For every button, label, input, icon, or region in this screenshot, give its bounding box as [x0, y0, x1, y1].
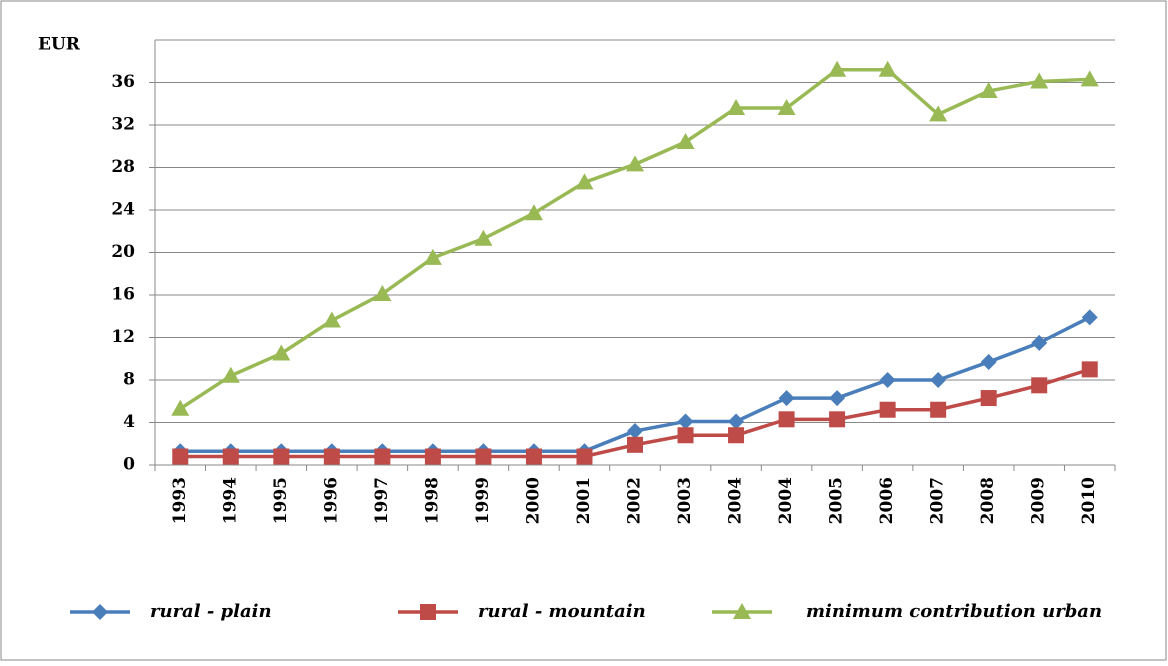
marker: [1081, 361, 1098, 378]
y-tick-label: 12: [111, 327, 135, 347]
marker: [879, 372, 896, 388]
marker: [575, 173, 594, 190]
x-tick-label: 1996: [321, 477, 341, 524]
x-tick-label: 2007: [928, 477, 948, 524]
marker: [829, 390, 846, 407]
x-tick-label: 1993: [170, 477, 190, 524]
marker: [878, 60, 897, 77]
y-tick-label: 0: [123, 455, 135, 475]
x-tick-label: 2010: [1079, 477, 1099, 524]
legend-text: rural - mountain: [478, 601, 646, 622]
marker: [879, 401, 896, 418]
x-tick-label: 2002: [625, 477, 645, 524]
y-tick-label: 4: [123, 412, 135, 432]
marker: [980, 353, 997, 370]
marker: [677, 427, 694, 444]
marker: [475, 448, 492, 465]
marker: [930, 401, 947, 418]
marker: [929, 105, 948, 122]
marker: [525, 448, 542, 465]
y-tick-label: 28: [111, 157, 135, 177]
marker: [1030, 72, 1049, 89]
y-tick-label: 32: [111, 115, 135, 135]
marker: [374, 448, 391, 465]
marker: [727, 99, 746, 115]
marker: [373, 284, 392, 301]
marker: [930, 372, 947, 388]
marker: [424, 448, 441, 465]
x-tick-label: 2001: [574, 477, 594, 524]
marker: [829, 411, 846, 428]
x-tick-label: 1994: [220, 477, 240, 524]
x-tick-label: 2008: [978, 477, 998, 524]
legend-text: minimum contribution urban: [806, 601, 1102, 622]
marker: [222, 448, 239, 465]
legend-item: minimum contribution urban: [712, 601, 1102, 622]
legend-item: rural - mountain: [398, 601, 646, 622]
marker: [778, 411, 795, 428]
legend-text: rural - plain: [150, 601, 272, 622]
marker: [172, 448, 189, 465]
marker: [322, 311, 341, 328]
marker: [1081, 309, 1098, 326]
y-tick-label: 20: [111, 242, 135, 262]
x-tick-label: 2003: [675, 477, 695, 524]
x-tick-label: 2004: [776, 477, 796, 524]
marker: [778, 390, 795, 407]
x-tick-label: 2004: [726, 477, 746, 524]
marker: [423, 248, 442, 265]
marker: [323, 448, 340, 465]
marker: [627, 436, 643, 453]
marker: [728, 427, 745, 444]
x-tick-label: 1999: [473, 477, 493, 524]
x-tick-label: 2005: [827, 477, 847, 524]
y-axis-label: EUR: [38, 35, 81, 55]
marker: [728, 413, 745, 430]
x-tick-label: 2006: [877, 477, 897, 524]
marker: [1031, 377, 1048, 394]
marker: [420, 604, 436, 620]
x-tick-label: 2009: [1029, 477, 1049, 524]
y-tick-label: 8: [123, 370, 135, 390]
marker: [171, 399, 190, 416]
marker: [221, 366, 240, 383]
marker: [676, 133, 695, 149]
marker: [92, 604, 108, 620]
marker: [733, 603, 751, 619]
marker: [677, 413, 694, 430]
marker: [777, 99, 796, 115]
y-tick-label: 16: [111, 285, 135, 305]
marker: [627, 423, 643, 439]
marker: [1080, 70, 1099, 87]
y-tick-label: 36: [111, 72, 135, 92]
marker: [979, 82, 998, 98]
marker: [980, 390, 997, 407]
x-tick-label: 1995: [271, 477, 291, 524]
marker: [272, 344, 291, 361]
x-tick-label: 1998: [422, 477, 442, 524]
marker: [576, 448, 593, 465]
marker: [1031, 334, 1048, 351]
y-tick-label: 24: [111, 200, 135, 220]
marker: [828, 60, 847, 77]
marker: [273, 448, 290, 465]
marker: [524, 204, 543, 221]
legend-item: rural - plain: [70, 601, 272, 622]
x-tick-label: 1997: [372, 477, 392, 524]
marker: [474, 229, 493, 246]
marker: [626, 155, 644, 172]
x-tick-label: 2000: [523, 477, 543, 524]
